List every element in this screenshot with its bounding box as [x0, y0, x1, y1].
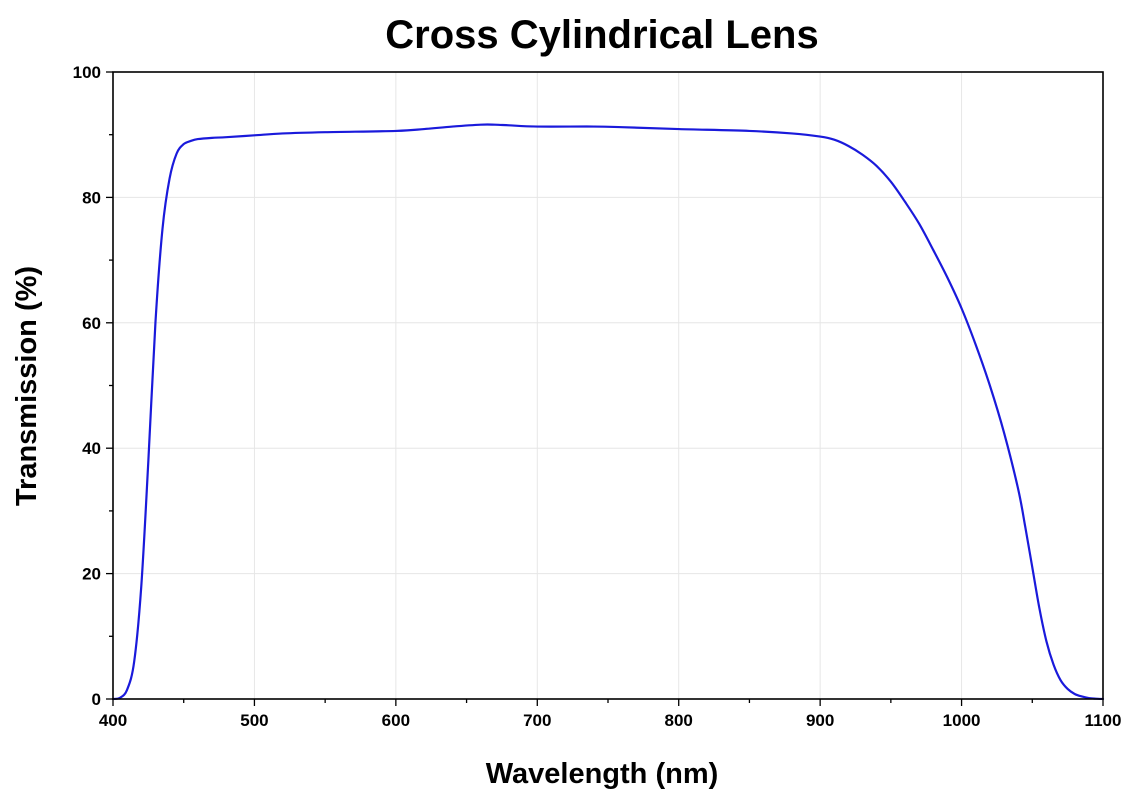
x-tick-label: 800: [665, 711, 693, 730]
x-axis-label: Wavelength (nm): [486, 758, 719, 790]
x-tick-label: 900: [806, 711, 834, 730]
y-tick-label: 80: [82, 188, 101, 207]
grid: [113, 72, 1103, 699]
y-tick-label: 100: [73, 63, 101, 82]
plot-frame: [112, 71, 1104, 700]
chart-title: Cross Cylindrical Lens: [385, 13, 818, 57]
plot-series: [111, 123, 1105, 701]
y-tick-labels: 0 20 40 60 80 100: [73, 63, 101, 709]
x-tick-label: 500: [240, 711, 268, 730]
y-tick-label: 40: [82, 439, 101, 458]
y-tick-label: 20: [82, 565, 101, 584]
x-tick-label: 400: [99, 711, 127, 730]
x-tick-label: 700: [523, 711, 551, 730]
axis-ticks: [106, 71, 1104, 706]
x-tick-label: 1100: [1085, 711, 1122, 730]
y-tick-label: 60: [82, 314, 101, 333]
x-tick-label: 1000: [943, 711, 981, 730]
x-tick-label: 600: [382, 711, 410, 730]
x-tick-labels: 400 500 600 700 800 900 1000 1100: [99, 711, 1122, 730]
y-tick-label: 0: [92, 690, 101, 709]
transmission-line: [111, 123, 1105, 701]
y-axis-label: Transmission (%): [11, 266, 43, 506]
